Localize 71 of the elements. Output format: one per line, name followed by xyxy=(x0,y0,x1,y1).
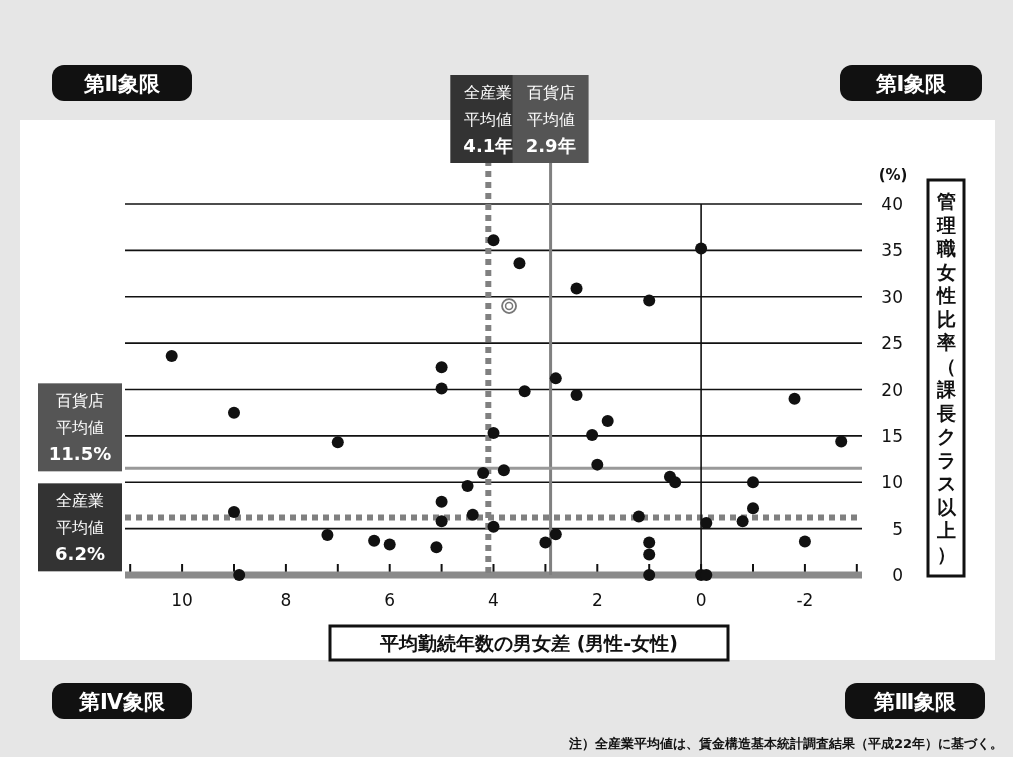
x-tick-label: 0 xyxy=(695,590,707,610)
point xyxy=(227,505,240,518)
y-tick-label: 30 xyxy=(881,286,903,307)
ref-line-label: 全産業平均値4.1年 xyxy=(463,83,514,156)
point xyxy=(591,458,604,471)
point xyxy=(435,361,448,374)
point xyxy=(643,548,656,561)
y-tick-label: 5 xyxy=(892,518,903,539)
x-tick-label: 2 xyxy=(591,590,603,610)
point xyxy=(747,476,760,489)
point xyxy=(570,282,583,295)
point xyxy=(487,520,500,533)
point xyxy=(513,257,526,270)
point xyxy=(466,508,479,521)
point xyxy=(669,476,682,489)
point xyxy=(461,479,474,492)
point xyxy=(643,569,656,581)
point xyxy=(383,538,396,551)
point xyxy=(601,415,614,428)
text: 第Ⅲ象限 xyxy=(872,690,958,714)
point xyxy=(788,392,801,405)
point xyxy=(695,242,708,255)
point xyxy=(430,541,443,554)
point xyxy=(570,389,583,402)
point xyxy=(643,294,656,307)
x-tick-label: -2 xyxy=(796,590,814,610)
point xyxy=(586,428,599,441)
point xyxy=(435,382,448,395)
ref-line-label: 百貨店平均値2.9年 xyxy=(525,83,576,156)
y-tick-label: 25 xyxy=(881,333,903,354)
text: 第Ⅱ象限 xyxy=(82,72,162,96)
ref-line-label: 百貨店平均値11.5% xyxy=(48,391,112,465)
y-tick-label: 10 xyxy=(881,472,903,493)
point xyxy=(477,466,490,479)
point xyxy=(321,529,334,542)
point xyxy=(798,535,811,548)
point xyxy=(165,350,178,363)
point xyxy=(747,502,760,515)
point xyxy=(487,427,500,440)
point xyxy=(368,534,381,547)
text: (%) xyxy=(878,166,908,184)
point xyxy=(736,515,749,528)
point xyxy=(331,436,344,449)
point xyxy=(227,406,240,419)
point xyxy=(539,536,552,549)
point xyxy=(435,495,448,508)
point xyxy=(435,515,448,528)
x-tick-label: 8 xyxy=(280,590,292,610)
point xyxy=(835,435,848,448)
x-tick-label: 10 xyxy=(171,590,193,610)
y-tick-label: 0 xyxy=(892,565,903,585)
text: 第Ⅳ象限 xyxy=(77,690,167,714)
y-tick-label: 20 xyxy=(881,379,903,400)
point xyxy=(487,234,500,247)
point xyxy=(549,528,562,541)
y-tick-label: 40 xyxy=(881,194,903,214)
point xyxy=(233,569,246,581)
text: 注）全産業平均値は、賃金構造基本統計調査結果（平成22年）に基づく。 xyxy=(567,736,1003,751)
x-tick-label: 6 xyxy=(384,590,396,610)
point xyxy=(518,385,531,398)
y-tick-label: 15 xyxy=(881,425,903,446)
text: 管理職女性比率（課長クラス以上） xyxy=(936,190,956,565)
x-axis-title: 平均勤続年数の男女差 (男性-女性) xyxy=(379,632,678,654)
y-tick-label: 35 xyxy=(881,240,903,261)
text: 第Ⅰ象限 xyxy=(874,72,948,96)
point xyxy=(643,536,656,549)
point xyxy=(632,510,645,523)
x-tick-label: 4 xyxy=(488,590,499,610)
point xyxy=(549,372,562,385)
point xyxy=(497,464,510,477)
ref-line-label: 全産業平均値6.2% xyxy=(55,491,105,565)
